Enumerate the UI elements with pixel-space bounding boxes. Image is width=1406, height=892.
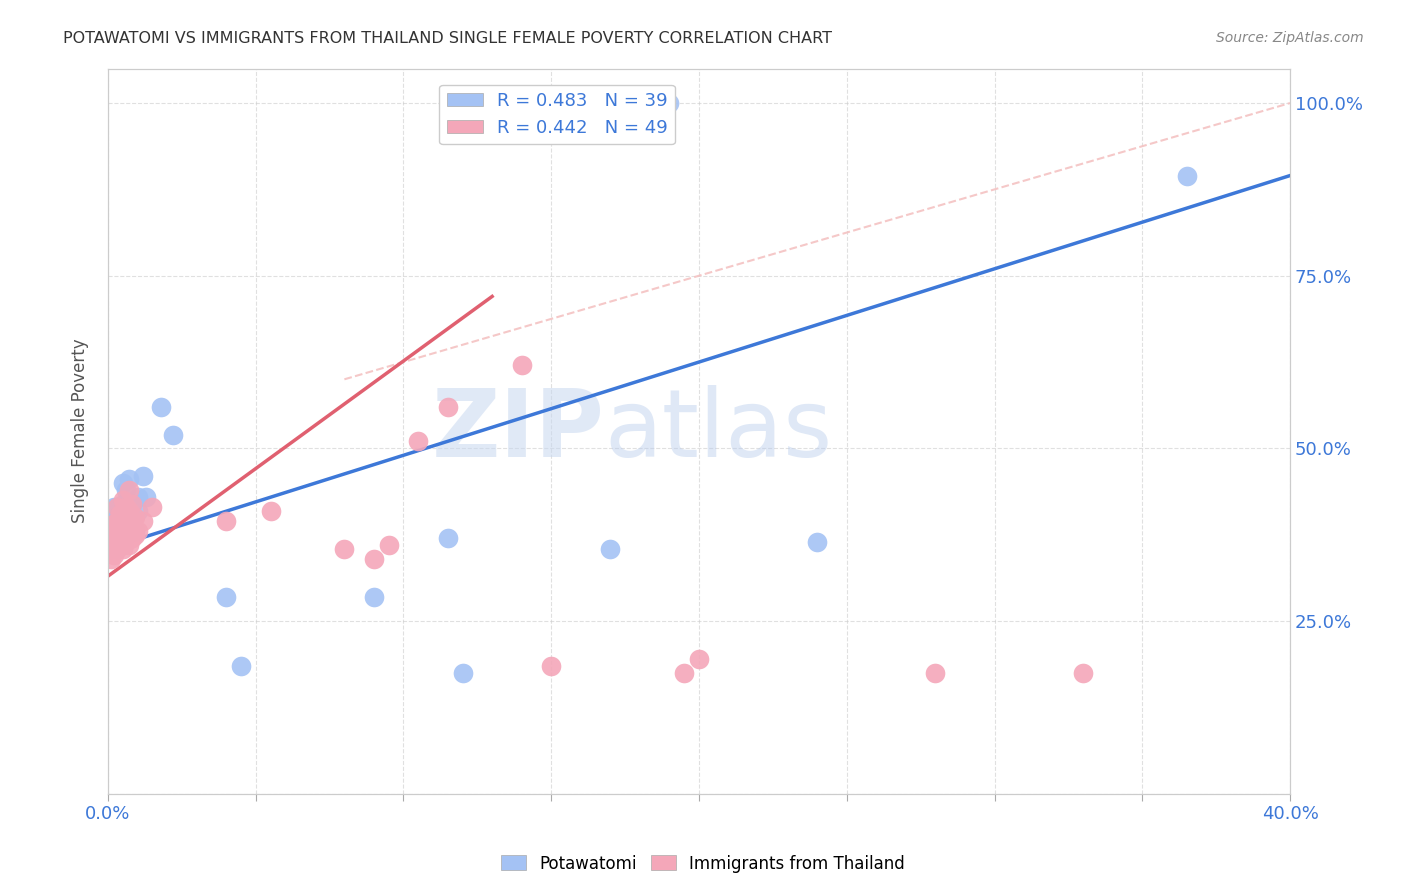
Point [111, 527, 134, 541]
Point [363, 590, 385, 604]
Point [150, 400, 173, 414]
Point [162, 427, 184, 442]
Point [132, 469, 155, 483]
Point [105, 500, 128, 514]
Point [114, 534, 136, 549]
Text: ZIP: ZIP [432, 385, 605, 477]
Point [215, 590, 238, 604]
Point [526, 96, 548, 111]
Point [100, 527, 122, 541]
Point [118, 500, 141, 514]
Point [108, 524, 131, 539]
Point [1175, 169, 1198, 183]
Point [100, 541, 122, 556]
Point [673, 665, 696, 680]
Point [688, 652, 710, 666]
Point [229, 659, 252, 673]
Point [103, 517, 125, 532]
Point [105, 541, 128, 556]
Point [599, 96, 621, 111]
Point [118, 472, 141, 486]
Point [111, 510, 134, 524]
Point [100, 541, 122, 556]
Point [406, 434, 429, 449]
Point [103, 549, 125, 563]
Point [105, 541, 128, 556]
Point [259, 503, 281, 517]
Point [121, 514, 143, 528]
Point [451, 665, 474, 680]
Point [1071, 665, 1094, 680]
Point [135, 490, 157, 504]
Point [114, 483, 136, 497]
Point [569, 96, 592, 111]
Point [118, 521, 141, 535]
Point [118, 483, 141, 497]
Point [127, 503, 149, 517]
Point [118, 503, 141, 517]
Point [108, 534, 131, 549]
Point [141, 500, 163, 514]
Point [118, 521, 141, 535]
Point [806, 534, 828, 549]
Point [108, 524, 131, 539]
Point [437, 531, 460, 545]
Point [614, 96, 637, 111]
Text: Source: ZipAtlas.com: Source: ZipAtlas.com [1216, 31, 1364, 45]
Point [111, 514, 134, 528]
Point [127, 490, 149, 504]
Point [105, 514, 128, 528]
Point [103, 500, 125, 514]
Point [644, 96, 666, 111]
Point [108, 507, 131, 521]
Point [111, 541, 134, 556]
Point [100, 552, 122, 566]
Point [111, 493, 134, 508]
Text: POTAWATOMI VS IMMIGRANTS FROM THAILAND SINGLE FEMALE POVERTY CORRELATION CHART: POTAWATOMI VS IMMIGRANTS FROM THAILAND S… [63, 31, 832, 46]
Point [132, 514, 155, 528]
Point [111, 538, 134, 552]
Point [510, 359, 533, 373]
Legend: Potawatomi, Immigrants from Thailand: Potawatomi, Immigrants from Thailand [495, 848, 911, 880]
Point [111, 475, 134, 490]
Point [540, 659, 562, 673]
Point [377, 538, 399, 552]
Text: atlas: atlas [605, 385, 832, 477]
Point [103, 514, 125, 528]
Point [555, 96, 578, 111]
Point [103, 534, 125, 549]
Point [105, 500, 128, 514]
Point [111, 497, 134, 511]
Legend: R = 0.483   N = 39, R = 0.442   N = 49: R = 0.483 N = 39, R = 0.442 N = 49 [439, 85, 675, 145]
Point [599, 541, 621, 556]
Point [127, 524, 149, 539]
Point [121, 531, 143, 545]
Point [333, 541, 356, 556]
Point [108, 503, 131, 517]
Point [121, 514, 143, 528]
Point [114, 527, 136, 541]
Point [105, 527, 128, 541]
Point [215, 514, 238, 528]
Point [103, 538, 125, 552]
Point [124, 527, 146, 541]
Point [118, 538, 141, 552]
Point [114, 500, 136, 514]
Point [121, 497, 143, 511]
Point [100, 527, 122, 541]
Point [114, 503, 136, 517]
Point [108, 538, 131, 552]
Point [124, 524, 146, 539]
Point [114, 517, 136, 532]
Point [924, 665, 946, 680]
Point [121, 497, 143, 511]
Point [124, 510, 146, 524]
Point [363, 552, 385, 566]
Point [105, 531, 128, 545]
Y-axis label: Single Female Poverty: Single Female Poverty [72, 339, 89, 524]
Point [437, 400, 460, 414]
Point [105, 517, 128, 532]
Point [658, 96, 681, 111]
